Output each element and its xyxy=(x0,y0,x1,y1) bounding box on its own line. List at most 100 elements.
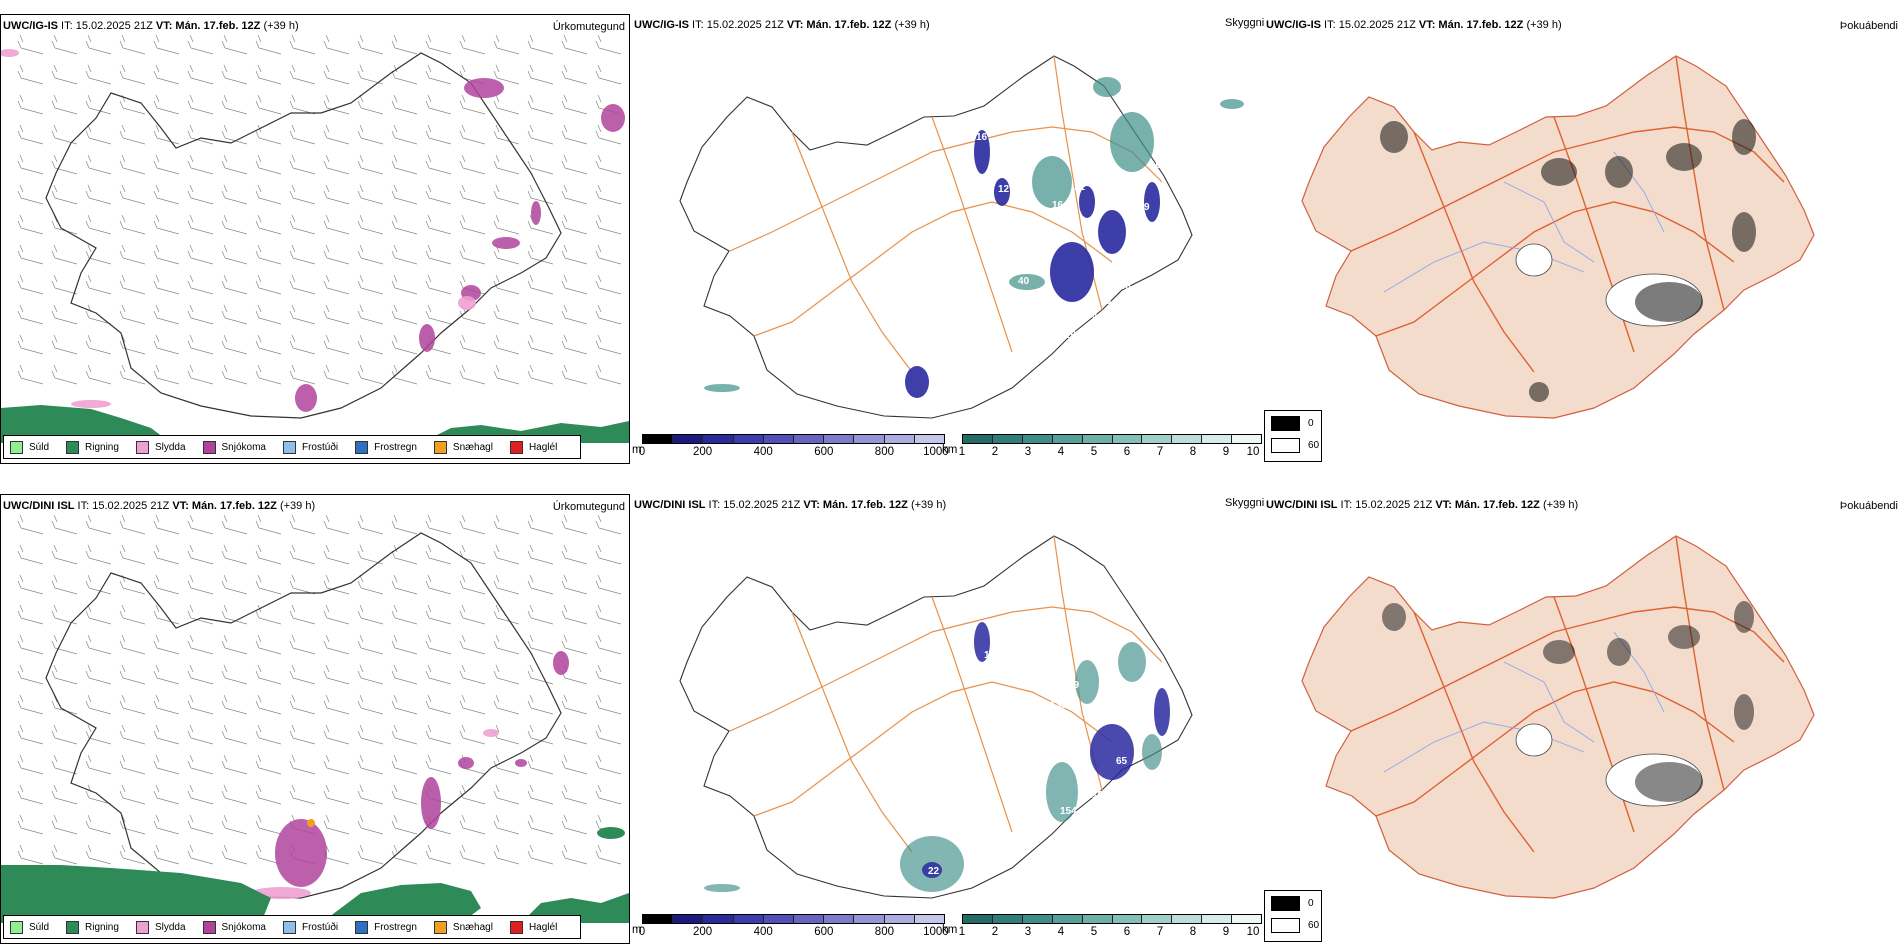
wind-barb-icon xyxy=(459,34,486,55)
wind-barb-icon xyxy=(561,724,588,745)
visibility-colorbar-swatches xyxy=(962,914,1262,924)
wind-barb-icon xyxy=(255,574,282,595)
wind-barb-icon xyxy=(357,724,384,745)
wind-barb-icon xyxy=(17,724,44,745)
wind-barb-icon xyxy=(119,94,146,115)
wind-barb-icon xyxy=(391,694,418,715)
legend-item-sleet: Slydda xyxy=(135,920,186,934)
wind-barb-icon xyxy=(255,274,282,295)
vis-label: 22 xyxy=(928,866,940,877)
height-unit: m xyxy=(632,924,642,936)
wind-barb-icon xyxy=(153,574,180,595)
wind-barb-icon xyxy=(85,754,112,775)
visibility-map: 14 69 138 5 65 102 154 27 22 xyxy=(679,535,1193,899)
wind-barb-icon xyxy=(289,784,316,805)
wind-barb-icon xyxy=(289,304,316,325)
wind-barb-icon xyxy=(119,214,146,235)
wind-barb-icon xyxy=(17,184,44,205)
wind-barb-icon xyxy=(459,544,486,565)
wind-barb-icon xyxy=(561,784,588,805)
wind-barb-icon xyxy=(391,64,418,85)
wind-barb-icon xyxy=(221,784,248,805)
wind-barb-icon xyxy=(323,274,350,295)
wind-barb-icon xyxy=(493,304,520,325)
wind-barb-icon xyxy=(425,154,452,175)
wind-barb-icon xyxy=(289,664,316,685)
vis-label: 10 xyxy=(1150,160,1162,171)
wind-barb-icon xyxy=(85,34,112,55)
wind-barb-icon xyxy=(493,154,520,175)
wind-barb-icon xyxy=(289,514,316,535)
vis-label: 31 xyxy=(1116,92,1128,103)
wind-barb-icon xyxy=(289,184,316,205)
fog-panel-row2: UWC/DINI ISL IT: 15.02.2025 21Z VT: Mán.… xyxy=(1264,494,1900,944)
wind-barb-icon xyxy=(493,784,520,805)
wind-barb-icon xyxy=(51,784,78,805)
wind-barb-icon xyxy=(17,64,44,85)
wind-barb-icon xyxy=(425,694,452,715)
legend-item-snow: Snjókoma xyxy=(202,440,266,454)
precip-map xyxy=(1,34,629,443)
wind-barb-icon xyxy=(527,844,554,865)
wind-barb-icon xyxy=(255,814,282,835)
wind-barb-icon xyxy=(85,844,112,865)
wind-barb-icon xyxy=(119,844,146,865)
wind-barb-icon xyxy=(357,604,384,625)
wind-barb-icon xyxy=(255,34,282,55)
wind-barb-icon xyxy=(561,844,588,865)
wind-barb-icon xyxy=(153,64,180,85)
wind-barb-icon xyxy=(119,544,146,565)
wind-barb-icon xyxy=(323,34,350,55)
wind-barb-icon xyxy=(17,514,44,535)
panel-header: UWC/DINI ISL IT: 15.02.2025 21Z VT: Mán.… xyxy=(1266,499,1579,511)
wind-barb-icon xyxy=(51,574,78,595)
wind-barb-icon xyxy=(561,154,588,175)
visibility-panel-row1: UWC/IG-IS IT: 15.02.2025 21Z VT: Mán. 17… xyxy=(632,14,1264,464)
wind-barb-icon xyxy=(459,184,486,205)
wind-barb-icon xyxy=(493,754,520,775)
wind-barb-icon xyxy=(85,184,112,205)
panel-header: UWC/IG-IS IT: 15.02.2025 21Z VT: Mán. 17… xyxy=(3,20,299,32)
visibility-panel-row2: UWC/DINI ISL IT: 15.02.2025 21Z VT: Mán.… xyxy=(632,494,1264,944)
wind-barb-icon xyxy=(289,544,316,565)
wind-barb-icon xyxy=(391,724,418,745)
wind-barb-icon xyxy=(119,514,146,535)
wind-barb-icon xyxy=(527,64,554,85)
wind-barb-icon xyxy=(153,784,180,805)
panel-title: Þokuábendi xyxy=(1839,20,1898,32)
wind-barb-icon xyxy=(221,154,248,175)
wind-barb-icon xyxy=(493,184,520,205)
wind-barb-icon xyxy=(561,64,588,85)
wind-barb-icon xyxy=(119,694,146,715)
wind-barb-icon xyxy=(561,334,588,355)
wind-barb-icon xyxy=(391,784,418,805)
wind-barb-icon xyxy=(425,124,452,145)
wind-barb-icon xyxy=(255,664,282,685)
vis-label: 65 xyxy=(1116,756,1128,767)
wind-barb-icon xyxy=(595,604,622,625)
wind-barb-icon xyxy=(17,154,44,175)
wind-barb-icon xyxy=(255,544,282,565)
height-unit: m xyxy=(632,444,642,456)
wind-barb-icon xyxy=(187,244,214,265)
wind-barb-icon xyxy=(17,364,44,385)
wind-barb-icon xyxy=(459,124,486,145)
wind-barb-icon xyxy=(459,784,486,805)
wind-barb-icon xyxy=(221,364,248,385)
wind-barb-icon xyxy=(527,664,554,685)
wind-barb-icon xyxy=(17,694,44,715)
wind-barb-icon xyxy=(595,154,622,175)
panel-title: Úrkomutegund xyxy=(552,501,625,513)
wind-barb-icon xyxy=(17,844,44,865)
wind-barb-icon xyxy=(51,154,78,175)
wind-barb-icon xyxy=(357,34,384,55)
wind-barb-icon xyxy=(425,664,452,685)
wind-barb-icon xyxy=(391,634,418,655)
wind-barb-icon xyxy=(561,124,588,145)
wind-barb-icon xyxy=(255,64,282,85)
wind-barb-icon xyxy=(187,64,214,85)
wind-barb-icon xyxy=(51,304,78,325)
wind-barb-icon xyxy=(51,634,78,655)
wind-barb-icon xyxy=(357,754,384,775)
wind-barb-icon xyxy=(493,634,520,655)
